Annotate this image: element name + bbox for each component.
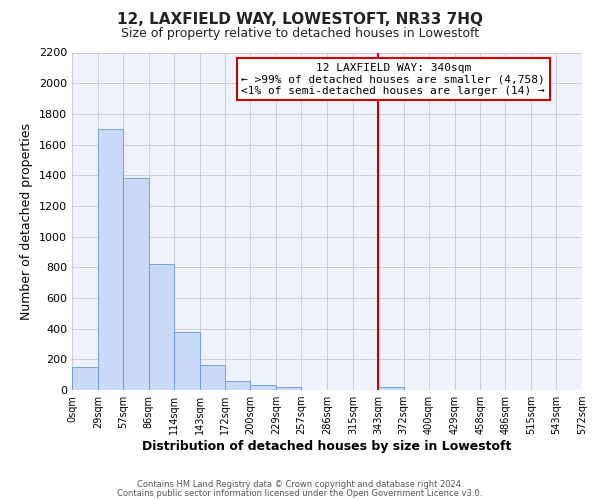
Bar [250,386,276,390]
Text: Contains HM Land Registry data © Crown copyright and database right 2024.: Contains HM Land Registry data © Crown c… [137,480,463,489]
Bar [173,332,199,390]
Text: Size of property relative to detached houses in Lowestoft: Size of property relative to detached ho… [121,28,479,40]
Bar [276,387,301,390]
X-axis label: Distribution of detached houses by size in Lowestoft: Distribution of detached houses by size … [142,440,512,453]
Y-axis label: Number of detached properties: Number of detached properties [20,122,34,320]
Bar [378,387,404,390]
Bar [199,366,226,390]
Bar [123,178,149,390]
Bar [98,129,123,390]
Text: Contains public sector information licensed under the Open Government Licence v3: Contains public sector information licen… [118,488,482,498]
Bar [72,367,98,390]
Bar [149,264,173,390]
Bar [226,381,250,390]
Text: 12 LAXFIELD WAY: 340sqm
← >99% of detached houses are smaller (4,758)
<1% of sem: 12 LAXFIELD WAY: 340sqm ← >99% of detach… [241,62,545,96]
Text: 12, LAXFIELD WAY, LOWESTOFT, NR33 7HQ: 12, LAXFIELD WAY, LOWESTOFT, NR33 7HQ [117,12,483,28]
